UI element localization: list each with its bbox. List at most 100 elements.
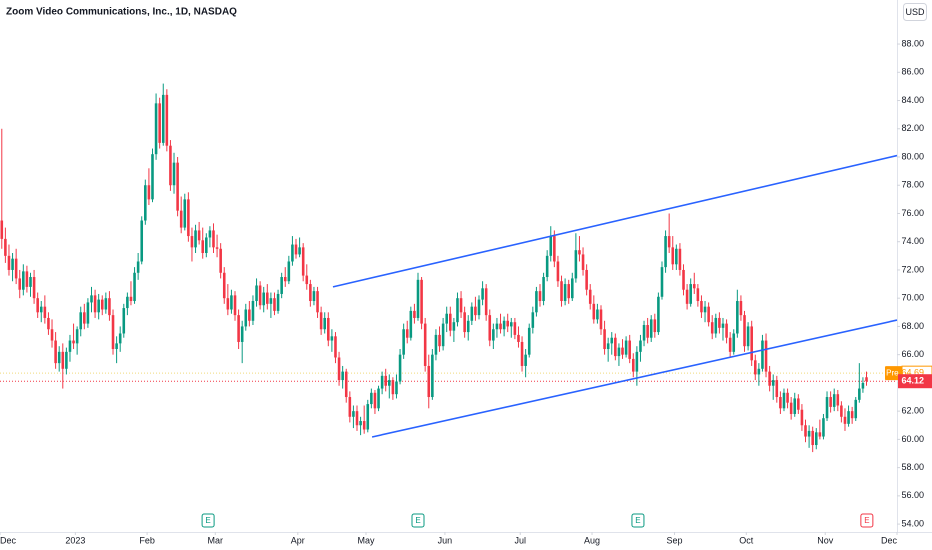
candle-body (111, 315, 115, 350)
currency-box[interactable] (903, 3, 927, 21)
candle-body (513, 322, 517, 335)
y-tick-label: 56.00 (901, 490, 924, 500)
candle-body (728, 337, 732, 352)
candle-body (743, 315, 746, 347)
candle-body (57, 351, 61, 364)
candle-body (118, 333, 122, 344)
candle-body (90, 295, 93, 303)
candle-body (843, 416, 847, 424)
candle-body (793, 398, 797, 414)
candle-body (0, 220, 4, 239)
candle-body (484, 288, 488, 316)
candle-body (635, 351, 639, 372)
candle-body (700, 301, 703, 313)
candle-body (97, 299, 100, 313)
candle-body (517, 334, 520, 342)
candle-body (129, 296, 133, 302)
x-tick-label: Nov (817, 535, 834, 545)
candle-body (413, 310, 416, 318)
candle-body (696, 288, 700, 302)
candle-body (29, 277, 32, 287)
x-tick-label: Jun (438, 535, 453, 545)
candle-body (61, 351, 65, 369)
candle-body (750, 326, 753, 361)
candle-body (230, 295, 233, 310)
candle-body (68, 340, 72, 352)
y-tick-label: 54.00 (901, 518, 924, 528)
candle-body (327, 317, 330, 341)
candle-body (330, 336, 334, 341)
x-tick-label: Aug (584, 535, 600, 545)
x-tick-label: Jul (515, 535, 527, 545)
candle-body (692, 284, 696, 289)
candle-body (614, 337, 617, 357)
candle-body (538, 291, 542, 302)
candle-body (305, 275, 309, 285)
candle-body (287, 261, 291, 282)
candle-body (276, 293, 280, 311)
candle-body (316, 291, 319, 313)
y-tick-label: 68.00 (901, 321, 924, 331)
candle-body (190, 236, 194, 248)
candle-body (187, 199, 190, 237)
candle-body (639, 340, 642, 352)
candle-body (147, 185, 151, 200)
candle-body (441, 323, 445, 347)
candle-body (797, 398, 800, 410)
candle-body (822, 418, 825, 437)
candle-body (578, 250, 581, 255)
y-tick-label: 86.00 (901, 67, 924, 77)
candle-body (768, 371, 771, 386)
candle-body (474, 306, 477, 316)
candle-body (283, 277, 287, 282)
candle-body (775, 380, 779, 398)
candle-body (646, 325, 649, 338)
y-tick-label: 74.00 (901, 236, 924, 246)
candle-body (83, 312, 86, 324)
candle-body (836, 394, 840, 406)
candle-body (811, 430, 814, 446)
candle-body (380, 375, 384, 389)
candle-body (865, 377, 868, 382)
y-tick-label: 66.00 (901, 349, 924, 359)
candle-body (725, 323, 728, 338)
chart-title: Zoom Video Communications, Inc., 1D, NAS… (6, 7, 237, 18)
candle-body (366, 404, 370, 430)
candle-body (291, 244, 294, 262)
candle-body (660, 267, 664, 297)
candle-body (11, 258, 14, 270)
candle-body (599, 309, 603, 330)
candle-body (524, 354, 527, 366)
candle-body (718, 317, 721, 328)
candle-body (710, 322, 714, 334)
candle-body (502, 320, 506, 330)
candle-body (133, 272, 136, 302)
candle-body (596, 309, 599, 320)
candle-body (244, 309, 248, 327)
candle-body (86, 302, 90, 324)
candle-body (825, 397, 829, 419)
candle-body (355, 411, 359, 426)
y-tick-label: 80.00 (901, 151, 924, 161)
candle-body (201, 240, 205, 254)
earnings-marker (201, 513, 215, 528)
candle-body (431, 354, 434, 398)
candle-body (93, 295, 97, 313)
candle-body (100, 299, 104, 310)
price-tag-box (885, 366, 902, 381)
y-tick-label: 62.00 (901, 406, 924, 416)
candle-body (685, 289, 689, 304)
earnings-marker (411, 513, 425, 528)
candle-body (488, 315, 492, 341)
price-tag: Pre. (886, 368, 901, 377)
candle-body (269, 298, 273, 304)
x-tick-label: Feb (139, 535, 155, 545)
candle-body (197, 230, 201, 241)
candle-body (262, 292, 266, 306)
candle-body (398, 354, 402, 382)
candle-body (7, 255, 11, 270)
currency[interactable]: USD (905, 7, 925, 17)
candle-body (553, 236, 556, 262)
candle-body (545, 255, 549, 278)
